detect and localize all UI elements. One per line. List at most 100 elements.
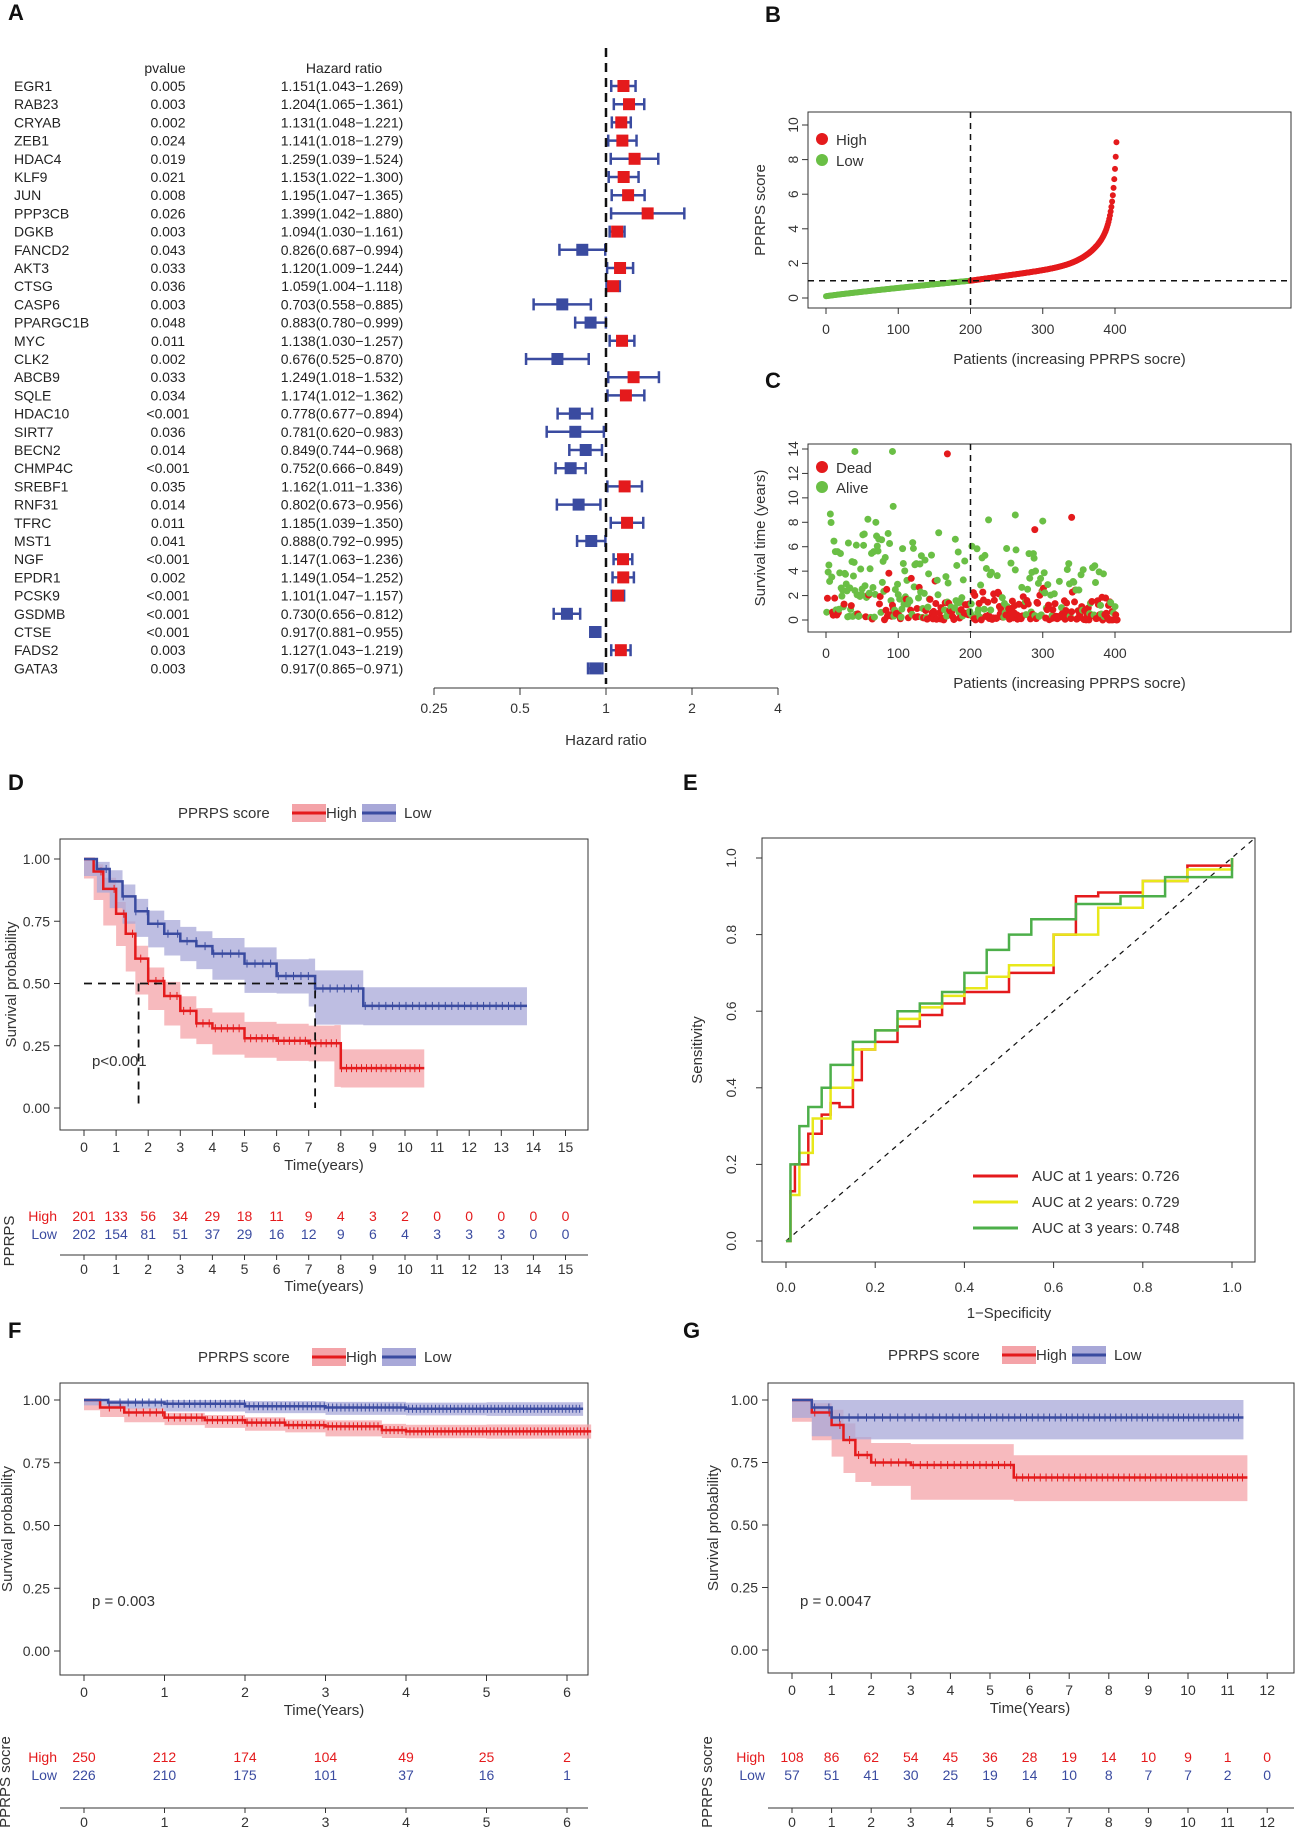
- survival-point: [1012, 546, 1020, 554]
- x-tick-label: 4: [774, 700, 782, 716]
- survival-point: [1111, 603, 1119, 611]
- hr-marker: [569, 425, 582, 438]
- survival-point: [987, 568, 995, 576]
- hr-marker: [617, 571, 630, 584]
- x-axis-title: Patients (increasing PPRPS socre): [953, 675, 1186, 692]
- survival-point: [861, 582, 869, 590]
- survival-point: [1065, 560, 1073, 568]
- survival-point: [961, 557, 969, 565]
- survival-point: [1007, 559, 1015, 567]
- legend-title: PPRPS score: [198, 1349, 290, 1366]
- risk-row-label: High: [28, 1749, 57, 1765]
- survival-point: [950, 616, 958, 624]
- survival-point: [959, 576, 967, 584]
- survival-point: [974, 605, 982, 613]
- risk-count: 14: [1101, 1749, 1117, 1765]
- risk-count: 0: [530, 1208, 538, 1224]
- risk-count: 108: [780, 1749, 804, 1765]
- x-tick-label: 7: [305, 1139, 313, 1155]
- panel-d: D PPRPS score High Low 0.00 0.25 0.50 0.75 1.00 0…: [1, 770, 589, 1295]
- y-axis-title: Survival probability: [3, 921, 20, 1047]
- ci-band-high: [84, 859, 425, 1088]
- risk-x-tick-label: 2: [144, 1261, 152, 1277]
- hr-marker: [589, 662, 602, 675]
- survival-point: [1018, 583, 1026, 591]
- survival-point: [1097, 601, 1105, 609]
- risk-count: 0: [433, 1208, 441, 1224]
- risk-count: 49: [398, 1749, 414, 1765]
- risk-count: 57: [784, 1767, 800, 1783]
- gene-label: SREBF1: [14, 478, 69, 494]
- survival-point: [1067, 615, 1075, 623]
- legend-label-high: High: [836, 132, 867, 149]
- survival-point: [1051, 600, 1059, 608]
- hr-marker: [628, 152, 641, 165]
- gene-label: JUN: [14, 187, 41, 203]
- survival-point: [1024, 600, 1032, 608]
- survival-point: [907, 574, 915, 582]
- x-tick-label: 3: [176, 1139, 184, 1155]
- hazard-ratio-value: 1.138(1.030−1.257): [281, 333, 404, 349]
- hazard-ratio-value: 0.752(0.666−0.849): [281, 460, 404, 476]
- x-tick-label: 0: [822, 321, 830, 337]
- hr-marker: [617, 171, 630, 183]
- plot-frame: [807, 111, 1292, 309]
- hr-marker: [615, 116, 628, 129]
- gene-label: AKT3: [14, 260, 49, 276]
- hr-marker: [611, 589, 624, 602]
- x-tick-label: 0.4: [955, 1279, 975, 1295]
- survival-point: [849, 572, 857, 580]
- gene-label: CRYAB: [14, 114, 61, 130]
- x-tick-label: 2: [867, 1682, 875, 1698]
- y-tick-label: 0.50: [23, 1518, 50, 1534]
- hazard-ratio-value: 0.883(0.780−0.999): [281, 315, 404, 331]
- risk-row-label: High: [736, 1749, 765, 1765]
- survival-point: [838, 592, 846, 600]
- hazard-ratio-value: 1.094(1.030−1.161): [281, 224, 404, 240]
- y-tick-label: 0.8: [723, 925, 739, 945]
- gene-label: CLK2: [14, 351, 49, 367]
- hr-marker: [614, 644, 627, 657]
- survival-point: [981, 551, 989, 559]
- survival-point: [1113, 616, 1121, 624]
- survival-point: [844, 539, 852, 547]
- survival-point: [954, 548, 962, 556]
- x-tick-label: 1: [161, 1684, 169, 1700]
- x-tick-label: 10: [397, 1139, 413, 1155]
- y-tick-label: 0.50: [731, 1517, 758, 1533]
- x-tick-label: 0: [788, 1682, 796, 1698]
- gene-label: EGR1: [14, 78, 52, 94]
- y-axis-title: Sensitivity: [689, 1016, 706, 1084]
- km-curve-high: [84, 857, 425, 1070]
- hazard-ratio-value: 1.174(1.012−1.362): [281, 387, 404, 403]
- y-tick-label: 0.25: [23, 1580, 50, 1596]
- survival-point: [823, 594, 831, 602]
- y-tick-label: 0.4: [723, 1078, 739, 1098]
- risk-x-tick-label: 15: [558, 1261, 574, 1277]
- risk-point: [1109, 192, 1116, 199]
- risk-count: 25: [943, 1767, 959, 1783]
- risk-count: 29: [205, 1208, 221, 1224]
- y-axis-title: PPRPS score: [752, 164, 769, 256]
- panel-label-f: F: [8, 1318, 21, 1343]
- survival-point: [1040, 569, 1048, 577]
- risk-count: 14: [1022, 1767, 1038, 1783]
- panel-label-e: E: [683, 770, 698, 795]
- survival-point: [881, 553, 889, 561]
- risk-x-tick-label: 4: [209, 1261, 217, 1277]
- y-tick-label: 4: [785, 225, 801, 233]
- y-axis-title: Survival time (years): [752, 470, 769, 607]
- risk-point: [1112, 165, 1118, 172]
- legend-label-high: High: [326, 805, 357, 822]
- survival-point: [1099, 570, 1107, 578]
- gene-label: PCSK9: [14, 588, 60, 604]
- gene-label: PPP3CB: [14, 205, 69, 221]
- survival-point: [899, 559, 907, 567]
- risk-count: 6: [369, 1226, 377, 1242]
- pvalue-value: <0.001: [146, 588, 189, 604]
- survival-point: [1044, 581, 1052, 589]
- survival-point: [1026, 574, 1034, 582]
- risk-x-tick-label: 6: [1026, 1814, 1034, 1830]
- survival-point: [836, 549, 844, 557]
